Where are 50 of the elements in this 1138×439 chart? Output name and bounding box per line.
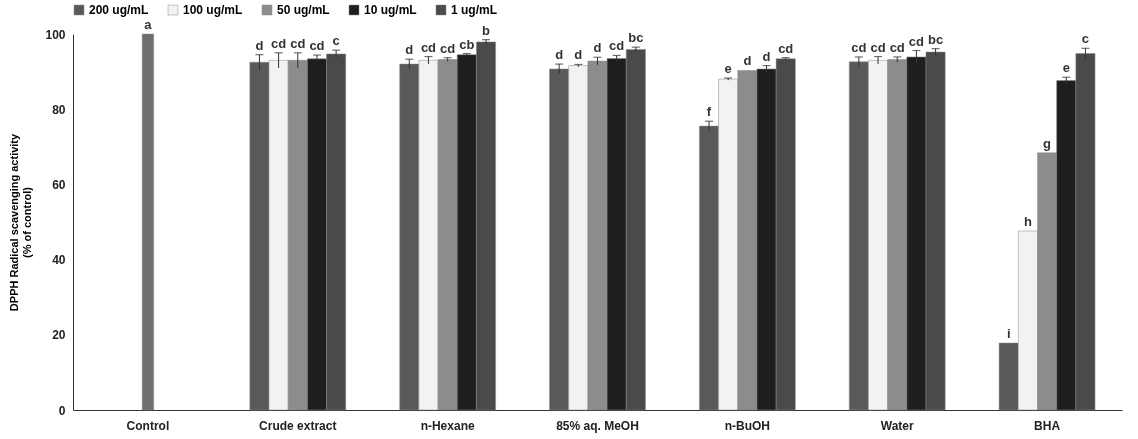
data-label: cd [609,38,625,54]
y-tick-label: 0 [58,403,66,418]
data-label: d [762,48,771,64]
data-label: d [574,47,583,63]
data-label: cd [778,40,794,56]
legend-label: 50 ug/mL [277,3,330,17]
data-label: i [1006,326,1011,342]
x-tick-label: n-BuOH [724,418,771,433]
data-label: e [724,60,732,76]
data-label: bc [628,30,644,46]
y-axis-title: DPPH Radical scavenging activity (% of control) [8,132,34,312]
data-label: c [1081,31,1090,47]
y-tick-label: 60 [52,177,66,192]
data-label: cd [271,35,287,51]
data-label: cd [908,33,925,49]
data-label: cd [851,39,867,55]
data-label: d [555,47,564,63]
legend-label: 200 ug/mL [89,3,149,17]
y-tick-label: 80 [52,102,66,117]
x-tick-label: 85% aq. MeOH [556,418,639,433]
data-label: cd [290,35,306,51]
x-tick-label: Water [880,418,914,433]
data-label: f [706,104,712,120]
data-label: h [1023,214,1032,230]
data-label: cd [870,39,886,55]
y-tick-label: 40 [52,253,66,268]
data-label: g [1043,135,1052,151]
y-tick-label: 100 [45,27,66,42]
legend-label: 100 ug/mL [183,3,243,17]
data-label: a [144,17,153,32]
data-label: b [482,22,491,38]
data-label: cd [440,40,456,56]
x-tick-label: Crude extract [259,418,337,433]
data-label: bc [927,31,944,47]
data-label: d [255,37,264,53]
x-tick-label: BHA [1034,418,1061,433]
data-label: cd [889,39,905,55]
data-label: d [405,42,414,58]
data-label: cd [420,39,437,55]
y-tick-label: 20 [52,328,66,343]
x-tick-label: n-Hexane [420,418,475,433]
data-label: cd [309,38,325,54]
data-label: d [743,53,752,69]
legend-label: 10 ug/mL [364,3,417,17]
data-label: e [1062,60,1070,76]
legend-label: 1 ug/mL [451,3,498,17]
x-tick-label: Control [126,418,170,433]
data-label: c [332,33,340,49]
data-label: cb [459,36,475,52]
data-label: d [593,40,602,56]
